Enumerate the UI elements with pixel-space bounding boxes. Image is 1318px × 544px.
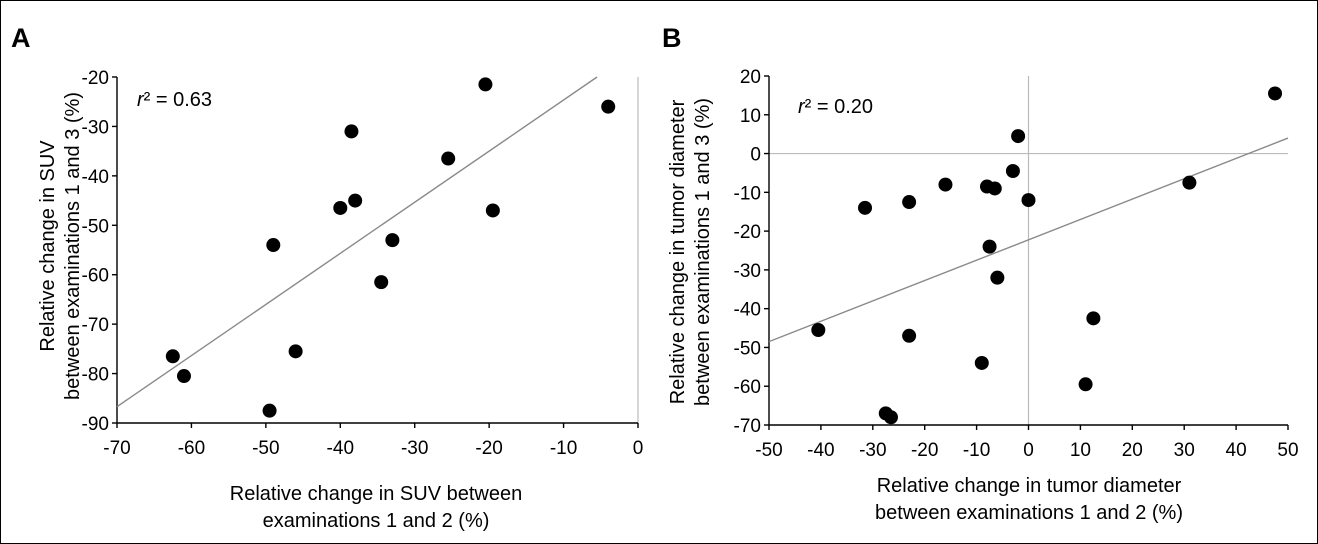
panel-b-data-point: [1078, 377, 1093, 392]
panel-b-data-point: [858, 200, 873, 215]
panel-b-x-tick-label: 40: [1226, 440, 1247, 461]
panel-a-x-tick-label: -40: [327, 438, 354, 459]
panel-a-data-point: [288, 344, 303, 359]
panel-b-data-point: [811, 322, 826, 337]
panel-b-x-tick-label: -10: [963, 440, 990, 461]
panel-b: B Relative change in tumor diameter betw…: [662, 23, 1299, 524]
panel-a-data-point: [385, 233, 400, 248]
panel-b-x-tick-label: -20: [911, 440, 938, 461]
panel-a: A Relative change in SUV between examina…: [11, 23, 643, 532]
panel-b-x-tick-label: 30: [1174, 440, 1195, 461]
panel-b-y-tick-label: -20: [734, 222, 761, 243]
panel-a-x-tick-label: 0: [633, 438, 644, 459]
panel-b-y-tick-label: -60: [734, 377, 761, 398]
panel-a-ylabel-line2: between examinations 1 and 3 (%): [62, 92, 84, 400]
panel-b-y-tick-label: -40: [734, 300, 761, 321]
panel-a-xlabel-line1: Relative change in SUV between: [230, 483, 522, 505]
panel-b-y-tick-label: 20: [740, 67, 761, 88]
panel-a-data-point: [165, 349, 180, 364]
panel-b-y-tick-label: 10: [740, 106, 761, 127]
panel-a-xlabel-line2: examinations 1 and 2 (%): [263, 510, 490, 532]
panel-b-r2-annotation: r² = 0.20: [798, 96, 873, 118]
panel-b-x-tick-label: 50: [1277, 440, 1298, 461]
panel-b-letter: B: [662, 23, 682, 53]
panel-b-x-tick-label: -40: [807, 440, 834, 461]
panel-b-data-point: [987, 181, 1002, 196]
panel-b-y-tick-label: -30: [734, 261, 761, 282]
panel-a-data-point: [333, 200, 348, 215]
panel-a-regression-line: [116, 76, 598, 408]
panel-a-ylabel-line1: Relative change in SUV: [37, 140, 59, 352]
panel-a-x-tick-label: -60: [178, 438, 205, 459]
panel-a-x-tick-label: -10: [550, 438, 577, 459]
panel-b-x-tick-label: 10: [1070, 440, 1091, 461]
panel-a-ylabel: Relative change in SUV between examinati…: [37, 92, 84, 400]
panel-b-data-point: [938, 177, 953, 192]
panel-b-data-point: [1086, 311, 1101, 326]
panel-b-ylabel: Relative change in tumor diameter betwee…: [667, 98, 714, 406]
panel-a-y-tick-label: -60: [82, 266, 109, 287]
panel-b-data-point: [1182, 175, 1197, 190]
panel-a-data-point: [176, 369, 191, 384]
panel-b-data-point: [982, 239, 997, 254]
panel-a-y-tick-label: -50: [82, 216, 109, 237]
panel-a-y-tick-label: -40: [82, 167, 109, 188]
panel-a-x-tick-label: -70: [103, 438, 130, 459]
panel-b-xlabel-line2: between examinations 1 and 2 (%): [875, 502, 1183, 524]
panel-a-data-point: [478, 77, 493, 92]
panel-b-plot: -70 -60 -50 -40 -30 -20 -10 0 10 20 -50 -40 -30 -20 -1…: [734, 67, 1299, 461]
panel-b-ylabel-line2: between examinations 1 and 3 (%): [692, 98, 714, 406]
panel-b-data-point: [1005, 164, 1020, 179]
panel-b-y-tick-label: -50: [734, 338, 761, 359]
panel-a-r2-annotation: r² = 0.63: [137, 89, 212, 111]
panel-b-data-point: [902, 328, 917, 343]
panel-b-regression-line: [768, 137, 1289, 343]
panel-b-xlabel-line1: Relative change in tumor diameter: [877, 475, 1182, 497]
panel-a-x-tick-label: -50: [252, 438, 279, 459]
panel-a-letter: A: [11, 23, 31, 53]
panel-b-y-tick-label: 0: [750, 145, 761, 166]
panel-b-x-tick-label: 0: [1023, 440, 1034, 461]
panel-b-x-tick-label: -50: [755, 440, 782, 461]
panel-b-data-point: [902, 195, 917, 210]
panel-b-data-point: [1021, 193, 1036, 208]
panel-b-data-point: [974, 355, 989, 370]
panel-b-ylabel-line1: Relative change in tumor diameter: [667, 99, 689, 404]
panel-a-y-tick-label: -20: [82, 68, 109, 89]
panel-a-data-point: [266, 238, 281, 253]
panel-b-x-tick-label: -30: [859, 440, 886, 461]
panel-a-x-tick-label: -30: [401, 438, 428, 459]
panel-a-x-tick-label: -20: [475, 438, 502, 459]
panel-b-y-tick-label: -70: [734, 416, 761, 437]
panel-a-y-tick-label: -30: [82, 117, 109, 138]
panel-b-x-tick-label: 20: [1122, 440, 1143, 461]
panel-a-data-point: [344, 124, 359, 139]
panel-a-y-tick-label: -70: [82, 315, 109, 336]
panel-b-data-point: [883, 410, 898, 425]
panel-b-y-tick-label: -10: [734, 183, 761, 204]
panel-a-data-point: [374, 275, 389, 290]
panel-b-data-point: [990, 270, 1005, 285]
panel-a-y-tick-label: -80: [82, 365, 109, 386]
panel-b-data-point: [1011, 129, 1026, 144]
panel-a-data-point: [262, 403, 277, 418]
panel-a-y-tick-label: -90: [82, 414, 109, 435]
panel-a-data-point: [601, 99, 616, 114]
panel-a-data-point: [441, 151, 456, 166]
panel-b-data-point: [1268, 86, 1283, 101]
panel-a-data-point: [485, 203, 500, 218]
panel-a-data-point: [348, 193, 363, 208]
panel-a-plot: -90 -80 -70 -60 -50 -40 -30 -20 -70 -60 -50 -40 -30 -…: [82, 68, 644, 459]
